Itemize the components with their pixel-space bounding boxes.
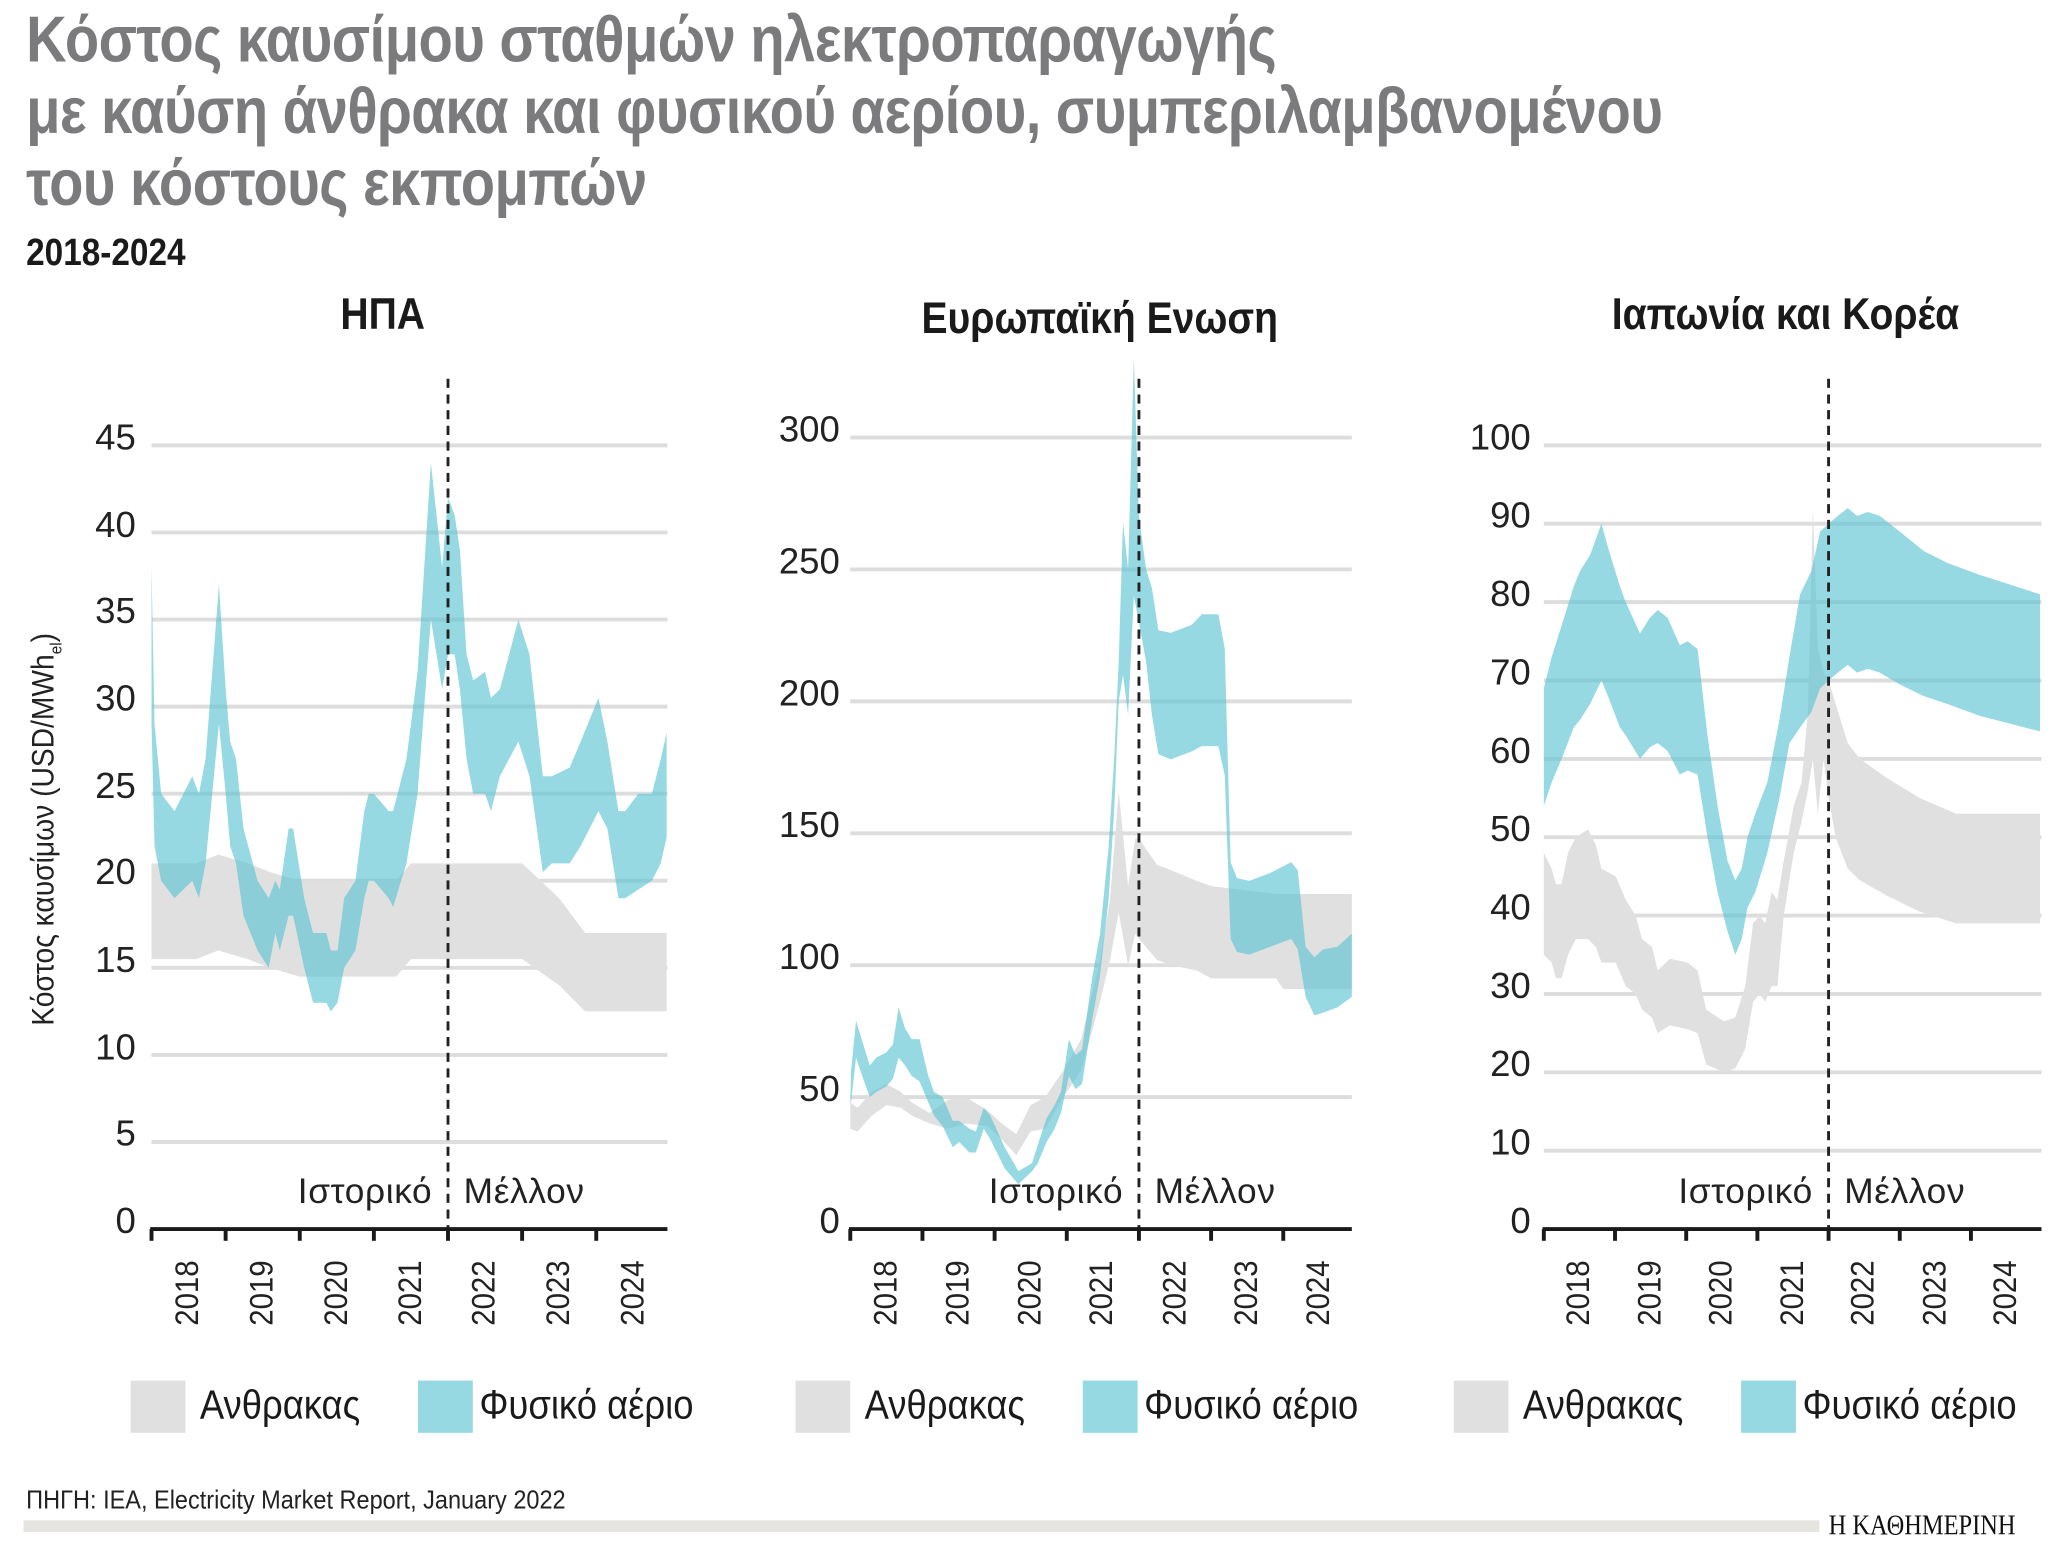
- y-tick-label: 150: [778, 804, 840, 846]
- x-tick-label: 2019: [1631, 1260, 1669, 1326]
- panel-title: Ιαπωνία και Κορέα: [1611, 289, 1960, 340]
- y-tick-label: 20: [1490, 1043, 1531, 1085]
- y-tick-label: 15: [95, 939, 136, 980]
- title-line-3: του κόστους εκπομπών: [26, 146, 647, 220]
- y-axis-label-subscript: el: [45, 642, 66, 655]
- x-tick-label: 2020: [1011, 1260, 1049, 1326]
- y-tick-label: 20: [95, 852, 136, 893]
- coal-legend-label: Ανθρακας: [199, 1381, 361, 1428]
- coal-legend-swatch: [1453, 1380, 1509, 1433]
- x-tick-label: 2019: [939, 1260, 977, 1326]
- x-tick-label: 2021: [391, 1260, 429, 1326]
- y-tick-label: 300: [778, 408, 840, 450]
- y-tick-label: 0: [819, 1200, 840, 1241]
- y-tick-label: 100: [1469, 416, 1531, 458]
- x-tick-label: 2024: [1987, 1260, 2025, 1326]
- x-tick-label: 2020: [317, 1260, 355, 1326]
- gas-legend-swatch: [1082, 1380, 1138, 1433]
- publisher-logo: Η ΚΑΘΗΜΕΡΙΝΗ: [1828, 1508, 2016, 1542]
- coal-legend-label: Ανθρακας: [1522, 1381, 1684, 1428]
- gas-legend-label: Φυσικό αέριο: [1144, 1381, 1359, 1428]
- historic-label: Ιστορικό: [1678, 1171, 1813, 1211]
- y-tick-label: 60: [1490, 730, 1531, 771]
- gas-legend-swatch: [1741, 1380, 1796, 1433]
- title-line-1: Κόστος καυσίμου σταθμών ηλεκτροπαραγωγής: [26, 2, 1277, 76]
- panel-2: [848, 358, 1352, 1241]
- subtitle: 2018-2024: [26, 232, 186, 275]
- historic-label: Ιστορικό: [988, 1171, 1124, 1211]
- coal-legend-swatch: [130, 1380, 186, 1433]
- x-tick-label: 2022: [466, 1260, 503, 1326]
- x-tick-label: 2022: [1845, 1260, 1882, 1326]
- x-tick-label: 2021: [1083, 1260, 1121, 1326]
- y-tick-label: 40: [95, 503, 136, 545]
- y-tick-label: 25: [95, 764, 136, 806]
- x-tick-label: 2024: [1300, 1260, 1337, 1326]
- y-tick-label: 5: [115, 1113, 136, 1154]
- panel-1: [149, 378, 668, 1241]
- y-tick-label: 30: [95, 677, 136, 719]
- y-tick-label: 70: [1490, 651, 1531, 693]
- title-line-2: με καύση άνθρακα και φυσικού αερίου, συμ…: [26, 74, 1663, 148]
- gas-range-area: [850, 358, 1352, 1185]
- x-tick-label: 2019: [243, 1260, 281, 1326]
- panel-title: Ευρωπαϊκή Ενωση: [921, 293, 1279, 344]
- x-tick-label: 2018: [1560, 1260, 1598, 1326]
- gas-legend-label: Φυσικό αέριο: [1802, 1381, 2017, 1428]
- future-label: Μέλλον: [1154, 1171, 1276, 1211]
- coal-legend-label: Ανθρακας: [864, 1381, 1025, 1428]
- coal-range-area: [850, 791, 1352, 1156]
- y-tick-label: 10: [95, 1026, 136, 1067]
- x-tick-label: 2018: [867, 1260, 904, 1326]
- x-tick-label: 2018: [169, 1260, 207, 1326]
- footer-bar: [23, 1520, 1820, 1533]
- panel-title: ΗΠΑ: [340, 289, 426, 340]
- x-tick-label: 2021: [1774, 1260, 1811, 1326]
- future-label: Μέλλον: [463, 1171, 585, 1211]
- y-tick-label: 35: [95, 590, 136, 632]
- y-tick-label: 50: [1490, 808, 1531, 849]
- source-note: ΠΗΓΗ: IEA, Electricity Market Report, Ja…: [26, 1486, 566, 1516]
- coal-range-area: [151, 854, 667, 1012]
- y-tick-label: 45: [95, 416, 136, 458]
- x-tick-label: 2023: [1916, 1260, 1953, 1326]
- x-tick-label: 2022: [1156, 1260, 1193, 1326]
- future-label: Μέλλον: [1844, 1171, 1966, 1211]
- y-tick-label: 40: [1490, 886, 1531, 928]
- x-tick-label: 2023: [1228, 1260, 1265, 1326]
- y-tick-label: 90: [1490, 495, 1531, 536]
- x-tick-label: 2023: [540, 1260, 577, 1326]
- y-tick-label: 100: [778, 936, 840, 977]
- gas-range-area: [1543, 508, 2041, 955]
- y-tick-label: 0: [115, 1200, 136, 1241]
- gas-legend-label: Φυσικό αέριο: [479, 1381, 694, 1428]
- historic-label: Ιστορικό: [297, 1171, 433, 1211]
- y-tick-label: 80: [1490, 573, 1531, 614]
- gas-legend-swatch: [417, 1380, 473, 1433]
- y-tick-label: 30: [1490, 965, 1531, 1006]
- y-tick-label: 250: [778, 540, 840, 582]
- x-tick-label: 2024: [614, 1260, 651, 1326]
- y-tick-label: 50: [799, 1068, 840, 1109]
- y-axis-label-close: ): [26, 632, 62, 643]
- panel-3: [1541, 378, 2042, 1241]
- y-tick-label: 0: [1510, 1200, 1531, 1241]
- x-tick-label: 2020: [1702, 1260, 1740, 1326]
- y-tick-label: 10: [1490, 1121, 1531, 1163]
- y-tick-label: 200: [778, 672, 840, 714]
- coal-legend-swatch: [795, 1380, 851, 1433]
